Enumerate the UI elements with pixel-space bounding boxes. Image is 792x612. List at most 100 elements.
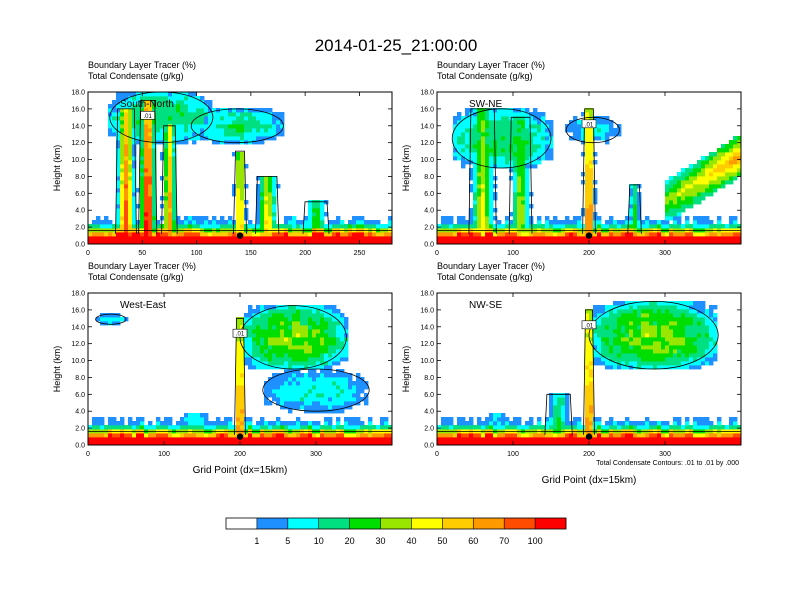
heatmap-cell — [252, 112, 257, 117]
heatmap-cell — [192, 92, 197, 97]
heatmap-cell — [493, 441, 498, 446]
heatmap-cell — [228, 112, 233, 117]
heatmap-cell — [545, 421, 550, 426]
heatmap-cell — [276, 357, 281, 362]
heatmap-cell — [549, 148, 554, 153]
heatmap-cell — [485, 433, 490, 438]
heatmap-cell — [449, 220, 454, 225]
heatmap-cell — [629, 441, 634, 446]
heatmap-cell — [204, 433, 209, 438]
heatmap-cell — [645, 313, 650, 318]
heatmap-cell — [204, 100, 209, 105]
heatmap-cell — [348, 232, 353, 237]
heatmap-cell — [481, 216, 486, 221]
heatmap-cell — [104, 441, 109, 446]
heatmap-cell — [521, 180, 526, 185]
heatmap-cell — [344, 329, 349, 334]
heatmap-cell — [541, 425, 546, 430]
heatmap-cell — [232, 425, 237, 430]
heatmap-cell — [268, 108, 273, 113]
heatmap-cell — [236, 224, 241, 229]
heatmap-cell — [641, 437, 646, 442]
heatmap-cell — [112, 317, 117, 322]
heatmap-cell — [116, 200, 121, 205]
heatmap-cell — [248, 357, 253, 362]
heatmap-cell — [633, 188, 638, 193]
heatmap-cell — [256, 433, 261, 438]
heatmap-cell — [216, 232, 221, 237]
heatmap-cell — [332, 373, 337, 378]
heatmap-cell — [320, 369, 325, 374]
heatmap-cell — [360, 389, 365, 394]
heatmap-cell — [525, 148, 530, 153]
heatmap-cell — [324, 337, 329, 342]
heatmap-cell — [565, 393, 570, 398]
heatmap-cell — [268, 212, 273, 217]
heatmap-cell — [188, 116, 193, 121]
heatmap-cell — [264, 108, 269, 113]
heatmap-cell — [609, 232, 614, 237]
heatmap-cell — [673, 341, 678, 346]
heatmap-cell — [348, 373, 353, 378]
heatmap-cell — [705, 425, 710, 430]
heatmap-cell — [328, 232, 333, 237]
heatmap-cell — [120, 425, 125, 430]
heatmap-cell — [649, 345, 654, 350]
heatmap-cell — [473, 180, 478, 185]
heatmap-cell — [693, 232, 698, 237]
heatmap-cell — [128, 96, 133, 101]
heatmap-cell — [160, 240, 165, 245]
heatmap-cell — [521, 112, 526, 117]
heatmap-cell — [292, 353, 297, 358]
heatmap-cell — [272, 341, 277, 346]
heatmap-cell — [701, 317, 706, 322]
heatmap-cell — [240, 176, 245, 181]
heatmap-cell — [569, 224, 574, 229]
heatmap-cell — [168, 184, 173, 189]
heatmap-cell — [100, 425, 105, 430]
heatmap-cell — [304, 441, 309, 446]
heatmap-cell — [477, 148, 482, 153]
heatmap-cell — [685, 192, 690, 197]
heatmap-cell — [677, 333, 682, 338]
heatmap-cell — [445, 240, 450, 245]
heatmap-cell — [693, 184, 698, 189]
heatmap-cell — [264, 313, 269, 318]
heatmap-cell — [473, 172, 478, 177]
heatmap-cell — [553, 401, 558, 406]
contour-line — [190, 108, 284, 144]
heatmap-cell — [308, 232, 313, 237]
heatmap-cell — [132, 96, 137, 101]
heatmap-cell — [264, 317, 269, 322]
heatmap-cell — [565, 236, 570, 241]
heatmap-cell — [164, 104, 169, 109]
heatmap-cell — [236, 385, 241, 390]
heatmap-cell — [481, 176, 486, 181]
heatmap-cell — [505, 240, 510, 245]
heatmap-cell — [589, 172, 594, 177]
heatmap-cell — [605, 224, 610, 229]
heatmap-cell — [360, 425, 365, 430]
heatmap-cell — [224, 417, 229, 422]
heatmap-cell — [132, 176, 137, 181]
heatmap-cell — [561, 236, 566, 241]
heatmap-cell — [697, 341, 702, 346]
heatmap-cell — [589, 200, 594, 205]
heatmap-cell — [705, 353, 710, 358]
heatmap-cell — [288, 317, 293, 322]
heatmap-cell — [633, 192, 638, 197]
heatmap-cell — [469, 136, 474, 141]
heatmap-cell — [284, 224, 289, 229]
heatmap-cell — [136, 220, 141, 225]
heatmap-cell — [128, 184, 133, 189]
heatmap-cell — [469, 184, 474, 189]
heatmap-cell — [477, 220, 482, 225]
heatmap-cell — [144, 196, 149, 201]
contour-label: .01 — [144, 114, 153, 120]
heatmap-cell — [268, 357, 273, 362]
heatmap-cell — [108, 124, 113, 129]
heatmap-cell — [128, 120, 133, 125]
heatmap-cell — [609, 321, 614, 326]
heatmap-cell — [132, 220, 137, 225]
heatmap-cell — [553, 441, 558, 446]
